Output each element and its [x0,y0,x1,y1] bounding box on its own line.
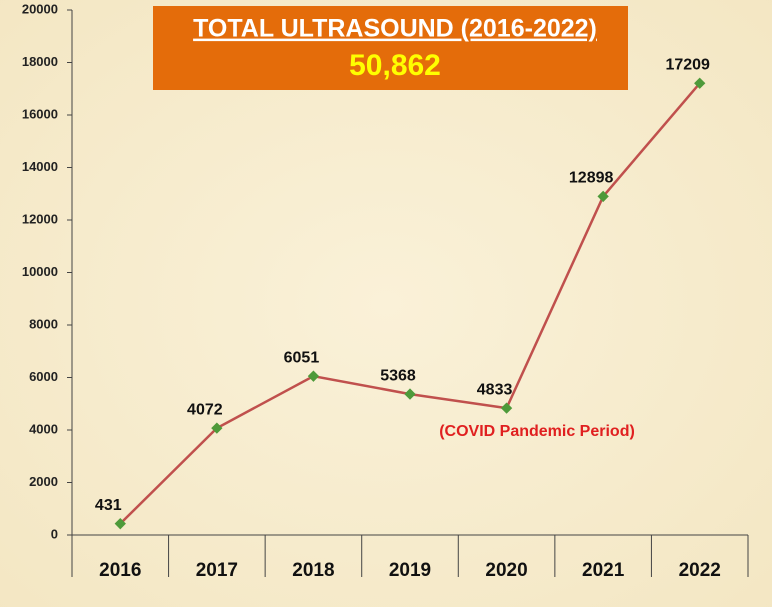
chart-subtitle: 50,862 [349,49,441,82]
annotation: (COVID Pandemic Period) [439,423,635,440]
y-tick-label: 14000 [22,159,58,174]
chart-title: TOTAL ULTRASOUND (2016-2022) [193,15,597,43]
y-tick-label: 4000 [29,421,58,436]
x-tick-label: 2019 [389,560,431,581]
data-label: 4072 [187,401,223,418]
title-box [153,6,628,90]
x-tick-label: 2020 [485,560,527,581]
data-label: 5368 [380,367,416,384]
marker [404,388,416,400]
y-tick-label: 2000 [29,474,58,489]
x-tick-label: 2018 [292,560,334,581]
marker [500,402,513,414]
data-label: 17209 [665,56,710,73]
data-label: 4833 [477,381,513,398]
x-tick-label: 2021 [582,560,625,581]
y-tick-label: 6000 [29,369,58,384]
data-label: 6051 [284,349,320,366]
y-tick-label: 20000 [22,1,58,16]
x-tick-label: 2017 [196,560,238,581]
marker [307,370,320,382]
y-tick-label: 10000 [22,264,58,279]
data-label: 431 [95,497,122,514]
y-tick-label: 16000 [22,106,58,121]
data-label: 12898 [569,170,614,187]
y-tick-label: 18000 [22,54,58,69]
y-tick-label: 12000 [22,211,58,226]
marker [211,422,223,434]
y-tick-label: 8000 [29,316,58,331]
marker [597,190,609,203]
x-tick-label: 2022 [679,560,721,581]
y-tick-label: 0 [51,526,58,541]
x-tick-label: 2016 [99,560,141,581]
